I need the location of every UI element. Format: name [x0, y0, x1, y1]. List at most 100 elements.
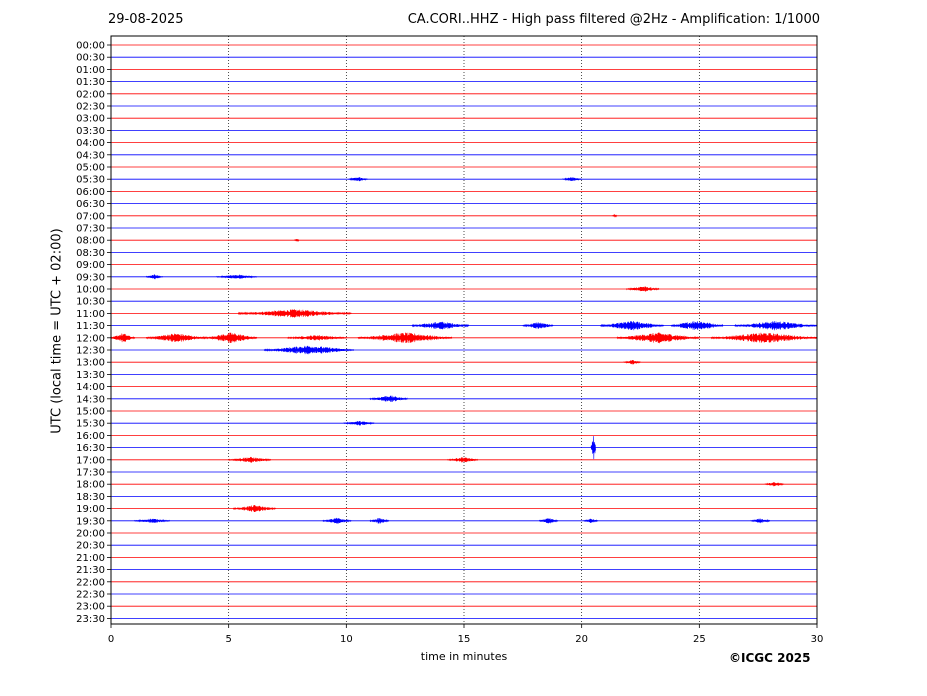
burst-14:30-0 [369, 395, 408, 403]
y-tick-label-22:00: 22:00 [76, 577, 105, 588]
burst-19:00-0 [233, 505, 276, 513]
y-tick-label-02:30: 02:30 [76, 102, 105, 113]
y-tick-label-21:00: 21:00 [76, 553, 105, 564]
y-tick-label-18:00: 18:00 [76, 480, 105, 491]
x-axis-label: time in minutes [420, 650, 508, 663]
y-tick-label-13:30: 13:30 [76, 370, 105, 381]
copyright-notice: ©ICGC 2025 [729, 651, 811, 665]
burst-15:30-0 [343, 420, 375, 426]
y-tick-label-15:00: 15:00 [76, 407, 105, 418]
y-tick-label-07:30: 07:30 [76, 224, 105, 235]
burst-09:30-1 [216, 274, 258, 279]
y-tick-label-04:00: 04:00 [76, 138, 105, 149]
y-tick-label-12:30: 12:30 [76, 346, 105, 357]
burst-05:30-0 [348, 177, 368, 182]
burst-11:30-0 [411, 321, 470, 330]
x-tick-label-5: 5 [225, 634, 231, 645]
y-tick-label-12:00: 12:00 [76, 333, 105, 344]
y-tick-label-00:30: 00:30 [76, 53, 105, 64]
plot-frame [110, 35, 818, 625]
y-tick-label-05:30: 05:30 [76, 175, 105, 186]
y-tick-label-03:00: 03:00 [76, 114, 105, 125]
burst-11:30-2 [600, 320, 665, 331]
burst-11:30-1 [522, 322, 554, 329]
burst-12:00-5 [616, 332, 700, 344]
vertical-grid [228, 36, 700, 624]
y-tick-label-21:30: 21:30 [76, 565, 105, 576]
y-tick-label-00:00: 00:00 [76, 41, 105, 52]
y-tick-label-20:30: 20:30 [76, 541, 105, 552]
y-tick-label-20:00: 20:00 [76, 529, 105, 540]
y-tick-label-18:30: 18:30 [76, 492, 105, 503]
burst-09:30-0 [146, 274, 164, 280]
burst-12:00-6 [710, 332, 818, 343]
y-tick-label-02:00: 02:00 [76, 89, 105, 100]
burst-17:00-0 [228, 456, 272, 463]
x-tick-label-15: 15 [458, 634, 471, 645]
burst-12:00-1 [146, 333, 206, 343]
y-tick-label-08:00: 08:00 [76, 236, 105, 247]
y-tick-label-08:30: 08:30 [76, 248, 105, 259]
burst-19:30-5 [750, 518, 771, 524]
x-axis-ticks: 0 5 10 15 20 25 30 [108, 624, 824, 645]
y-tick-label-10:30: 10:30 [76, 297, 105, 308]
y-tick-label-09:00: 09:00 [76, 260, 105, 271]
y-tick-label-10:00: 10:00 [76, 285, 105, 296]
x-tick-label-20: 20 [575, 634, 588, 645]
plot-title: CA.CORI..HHZ - High pass filtered @2Hz -… [407, 12, 820, 27]
burst-19:30-3 [539, 518, 559, 524]
burst-08:00-0 [294, 238, 300, 243]
y-tick-label-03:30: 03:30 [76, 126, 105, 137]
y-tick-label-06:00: 06:00 [76, 187, 105, 198]
burst-12:00-4 [357, 332, 453, 344]
burst-11:30-3 [670, 321, 724, 331]
y-tick-label-19:30: 19:30 [76, 516, 105, 527]
y-tick-label-04:30: 04:30 [76, 150, 105, 161]
burst-12:00-2 [204, 332, 258, 343]
seismic-traces [110, 44, 818, 619]
burst-19:30-4 [583, 518, 599, 523]
burst-19:30-1 [322, 517, 352, 524]
y-tick-label-13:00: 13:00 [76, 358, 105, 369]
burst-19:30-0 [134, 518, 170, 523]
burst-07:00-0 [612, 214, 618, 218]
x-tick-label-30: 30 [811, 634, 824, 645]
y-tick-label-01:30: 01:30 [76, 77, 105, 88]
y-tick-label-11:30: 11:30 [76, 321, 105, 332]
y-tick-label-17:00: 17:00 [76, 455, 105, 466]
burst-17:00-1 [447, 457, 479, 463]
burst-12:00-0 [110, 333, 135, 343]
y-tick-label-01:00: 01:00 [76, 65, 105, 76]
y-tick-label-06:30: 06:30 [76, 199, 105, 210]
y-tick-label-15:30: 15:30 [76, 419, 105, 430]
y-tick-label-16:30: 16:30 [76, 443, 105, 454]
burst-05:30-1 [562, 177, 582, 182]
x-tick-label-25: 25 [693, 634, 706, 645]
burst-19:30-2 [369, 518, 390, 524]
y-tick-label-23:30: 23:30 [76, 614, 105, 625]
burst-12:30-0 [263, 345, 354, 355]
burst-10:00-0 [626, 286, 660, 292]
y-tick-label-05:00: 05:00 [76, 163, 105, 174]
y-tick-label-14:00: 14:00 [76, 382, 105, 393]
y-tick-label-23:00: 23:00 [76, 602, 105, 613]
burst-11:00-0 [237, 309, 352, 318]
y-tick-label-22:30: 22:30 [76, 590, 105, 601]
y-tick-label-14:30: 14:30 [76, 394, 105, 405]
burst-11:30-4 [734, 320, 818, 331]
burst-13:00-0 [623, 359, 641, 365]
plot-date: 29-08-2025 [108, 12, 184, 27]
y-tick-label-17:30: 17:30 [76, 468, 105, 479]
burst-12:00-3 [287, 335, 347, 341]
burst-16:30-0 [590, 436, 596, 460]
burst-18:00-0 [764, 482, 785, 487]
y-tick-label-19:00: 19:00 [76, 504, 105, 515]
x-tick-label-0: 0 [108, 634, 114, 645]
y-tick-label-07:00: 07:00 [76, 211, 105, 222]
x-tick-label-10: 10 [340, 634, 353, 645]
y-tick-label-11:00: 11:00 [76, 309, 105, 320]
y-tick-label-09:30: 09:30 [76, 272, 105, 283]
y-tick-label-16:00: 16:00 [76, 431, 105, 442]
